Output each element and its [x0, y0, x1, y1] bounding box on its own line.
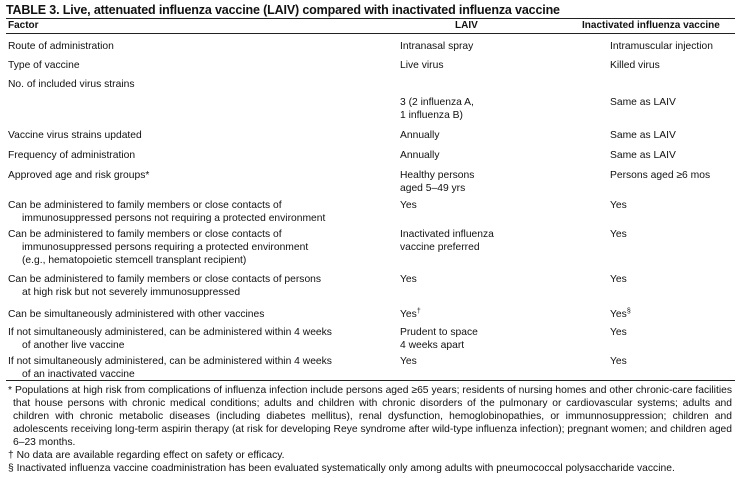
cell-line: Yes [610, 356, 627, 367]
cell-line: If not simultaneously administered, can … [8, 327, 332, 338]
cell-line: Yes [400, 274, 417, 285]
cell-line: Intranasal spray [400, 41, 474, 52]
cell-laiv: Intranasal spray [400, 40, 580, 53]
cell-line: Live virus [400, 60, 444, 71]
cell-factor: Type of vaccine [8, 59, 368, 72]
footnote-mark: † [416, 308, 421, 315]
cell-laiv: 3 (2 influenza A, 1 influenza B) [400, 96, 580, 122]
cell-line: Type of vaccine [8, 60, 80, 71]
cell-line: Yes [610, 229, 627, 240]
cell-inactivated: Yes [610, 273, 735, 286]
cell-line: Yes [400, 200, 417, 211]
cell-line: immunosuppressed persons requiring a pro… [22, 242, 309, 253]
cell-factor: Route of administration [8, 40, 368, 53]
cell-line: 1 influenza B) [400, 110, 463, 121]
cell-line: 4 weeks apart [400, 340, 465, 351]
cell-line: at high risk but not severely immunosupp… [22, 287, 241, 298]
cell-line: vaccine preferred [400, 242, 480, 253]
cell-line: Yes [610, 309, 627, 320]
cell-inactivated: Yes [610, 355, 735, 368]
footnote-section: § Inactivated influenza vaccine coadmini… [8, 463, 675, 474]
cell-line: Yes [610, 327, 627, 338]
cell-line: (e.g., hematopoietic stemcell transplant… [22, 255, 247, 266]
cell-inactivated: Killed virus [610, 59, 735, 72]
cell-line: Route of administration [8, 41, 114, 52]
cell-line: of an inactivated vaccine [22, 369, 135, 380]
cell-laiv: Yes [400, 199, 580, 212]
cell-inactivated: Intramuscular injection [610, 40, 735, 53]
cell-laiv: Prudent to space 4 weeks apart [400, 326, 580, 352]
cell-laiv: Healthy persons aged 5–49 yrs [400, 169, 580, 195]
cell-line: of another live vaccine [22, 340, 125, 351]
cell-line: Same as LAIV [610, 97, 676, 108]
cell-line: Annually [400, 150, 440, 161]
footnote-mark: § [626, 308, 631, 315]
cell-laiv: Yes [400, 355, 580, 368]
cell-line: Intramuscular injection [610, 41, 714, 52]
cell-line: Yes [400, 309, 417, 320]
cell-line: Can be administered to family members or… [8, 274, 322, 285]
table-bottom-rule [6, 380, 735, 381]
cell-line: aged 5–49 yrs [400, 183, 466, 194]
cell-line: Killed virus [610, 60, 660, 71]
cell-line: Vaccine virus strains updated [8, 130, 142, 141]
cell-inactivated: Yes [610, 199, 735, 212]
cell-line: Yes [610, 274, 627, 285]
cell-line: If not simultaneously administered, can … [8, 356, 332, 367]
cell-factor: Can be administered to family members or… [8, 199, 368, 225]
cell-line: Can be simultaneously administered with … [8, 309, 265, 320]
cell-factor: Frequency of administration [8, 149, 368, 162]
cell-factor: Can be administered to family members or… [8, 273, 368, 299]
footnote-dagger: † No data are available regarding effect… [8, 450, 285, 461]
table-title: TABLE 3. Live, attenuated influenza vacc… [6, 3, 560, 17]
cell-line: Yes [610, 200, 627, 211]
cell-line: Frequency of administration [8, 150, 136, 161]
cell-factor: Approved age and risk groups* [8, 169, 368, 182]
cell-line: Prudent to space [400, 327, 478, 338]
cell-line: immunosuppressed persons not requiring a… [22, 213, 326, 224]
cell-line: No. of included virus strains [8, 79, 135, 90]
cell-factor: Can be simultaneously administered with … [8, 308, 368, 321]
cell-factor: Can be administered to family members or… [8, 228, 368, 267]
cell-laiv: Inactivated influenza vaccine preferred [400, 228, 580, 254]
cell-line: Approved age and risk groups* [8, 170, 150, 181]
cell-laiv: Live virus [400, 59, 580, 72]
cell-laiv: Yes [400, 273, 580, 286]
header-bottom-rule [6, 33, 735, 34]
cell-factor: Vaccine virus strains updated [8, 129, 368, 142]
cell-line: Can be administered to family members or… [8, 229, 282, 240]
cell-line: Inactivated influenza [400, 229, 494, 240]
cell-line: Can be administered to family members or… [8, 200, 282, 211]
cell-inactivated: Persons aged ≥6 mos [610, 169, 735, 182]
header-laiv: LAIV [455, 20, 478, 31]
cell-inactivated: Yes [610, 228, 735, 241]
header-top-rule [6, 18, 735, 19]
cell-inactivated: Yes [610, 326, 735, 339]
cell-line: 3 (2 influenza A, [400, 97, 474, 108]
cell-laiv: Annually [400, 129, 580, 142]
cell-line: Healthy persons [400, 170, 475, 181]
cell-line: Persons aged ≥6 mos [610, 170, 711, 181]
cell-factor: No. of included virus strains [8, 78, 368, 91]
cell-line: Same as LAIV [610, 150, 676, 161]
cell-inactivated: Same as LAIV [610, 96, 735, 109]
cell-line: Yes [400, 356, 417, 367]
cell-inactivated: Same as LAIV [610, 129, 735, 142]
header-inactivated: Inactivated influenza vaccine [582, 20, 720, 31]
cell-laiv: Annually [400, 149, 580, 162]
cell-laiv: Yes† [400, 308, 580, 321]
cell-factor: If not simultaneously administered, can … [8, 355, 368, 381]
footnote-asterisk: * Populations at high risk from complica… [8, 385, 732, 448]
header-factor: Factor [8, 20, 39, 31]
cell-line: Annually [400, 130, 440, 141]
cell-inactivated: Same as LAIV [610, 149, 735, 162]
cell-inactivated: Yes§ [610, 308, 735, 321]
cell-line: Same as LAIV [610, 130, 676, 141]
footnotes: * Populations at high risk from complica… [8, 384, 732, 475]
cell-factor: If not simultaneously administered, can … [8, 326, 368, 352]
